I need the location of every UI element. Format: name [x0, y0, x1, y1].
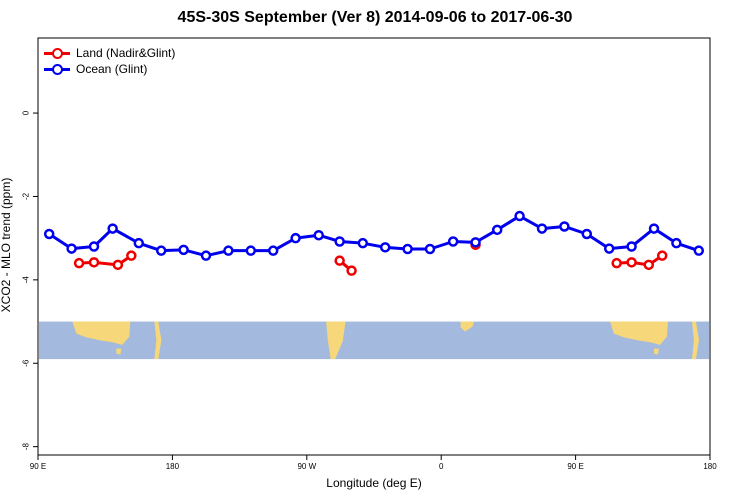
legend-item-land: Land (Nadir&Glint)	[42, 45, 175, 61]
y-axis-label: XCO2 - MLO trend (ppm)	[0, 177, 13, 313]
legend: Land (Nadir&Glint) Ocean (Glint)	[42, 45, 175, 77]
legend-label-land: Land (Nadir&Glint)	[76, 46, 176, 60]
y-tick-label: -8	[22, 443, 31, 451]
data-point-land	[334, 255, 345, 266]
data-point-ocean	[470, 237, 481, 248]
data-point-land	[626, 257, 637, 268]
data-point-ocean	[626, 241, 637, 252]
data-point-ocean	[514, 210, 525, 222]
australia-shape	[72, 321, 131, 345]
data-point-land	[88, 257, 100, 268]
data-point-ocean	[603, 243, 615, 254]
y-tick-label: -6	[22, 359, 31, 367]
y-tick-label: 0	[22, 110, 31, 115]
data-point-ocean	[66, 243, 77, 254]
data-point-ocean	[447, 236, 459, 247]
x-tick-label: 90 E	[567, 462, 583, 471]
series-line-land	[78, 254, 133, 267]
tasmania-shape	[116, 348, 122, 355]
data-point-land	[346, 265, 357, 276]
data-point-land	[643, 259, 655, 271]
data-point-ocean	[223, 245, 234, 256]
data-point-ocean	[290, 232, 301, 244]
africa-shape	[460, 321, 475, 332]
south-america-shape	[326, 321, 346, 360]
data-point-ocean	[178, 244, 189, 256]
series-line-land	[616, 254, 664, 267]
data-point-ocean	[334, 236, 345, 247]
data-point-ocean	[43, 228, 55, 240]
data-point-land	[126, 250, 137, 261]
data-point-ocean	[402, 243, 413, 255]
data-point-ocean	[379, 242, 391, 253]
y-tick-label: -4	[22, 276, 31, 284]
data-point-ocean	[424, 243, 436, 255]
data-point-ocean	[313, 229, 324, 241]
map-band-ocean	[39, 321, 709, 360]
new-zealand-shape	[691, 321, 699, 360]
data-point-ocean	[267, 245, 279, 256]
chart-title: 45S-30S September (Ver 8) 2014-09-06 to …	[177, 9, 573, 26]
data-point-ocean	[200, 250, 212, 261]
data-point-ocean	[648, 223, 660, 234]
data-point-ocean	[155, 245, 167, 256]
data-point-ocean	[693, 245, 705, 256]
data-point-ocean	[671, 237, 682, 249]
series-line-ocean	[48, 214, 700, 258]
x-axis-label: Longitude (deg E)	[326, 476, 422, 490]
data-point-ocean	[245, 245, 257, 256]
legend-label-ocean: Ocean (Glint)	[76, 62, 148, 76]
data-point-ocean	[559, 221, 570, 232]
australia-shape	[609, 321, 668, 345]
legend-marker-ocean	[52, 64, 63, 75]
data-point-ocean	[536, 223, 548, 234]
data-point-ocean	[491, 224, 503, 236]
new-zealand-shape	[154, 321, 162, 360]
data-point-land	[611, 257, 622, 269]
data-point-ocean	[107, 223, 118, 234]
x-tick-label: 90 W	[297, 462, 316, 471]
data-point-ocean	[88, 241, 100, 252]
y-tick-label: -2	[22, 192, 31, 200]
data-point-land	[112, 259, 124, 271]
data-point-ocean	[581, 228, 593, 240]
x-tick-label: 180	[166, 462, 180, 471]
x-tick-label: 180	[703, 462, 717, 471]
data-point-land	[656, 250, 668, 261]
legend-marker-land	[52, 48, 63, 59]
data-point-ocean	[133, 237, 145, 249]
x-tick-label: 90 E	[30, 462, 46, 471]
data-point-ocean	[357, 237, 369, 249]
tasmania-shape	[653, 348, 659, 355]
data-point-land	[73, 257, 85, 269]
plot-frame	[37, 37, 711, 456]
legend-item-ocean: Ocean (Glint)	[42, 61, 175, 77]
x-tick-label: 0	[439, 462, 444, 471]
